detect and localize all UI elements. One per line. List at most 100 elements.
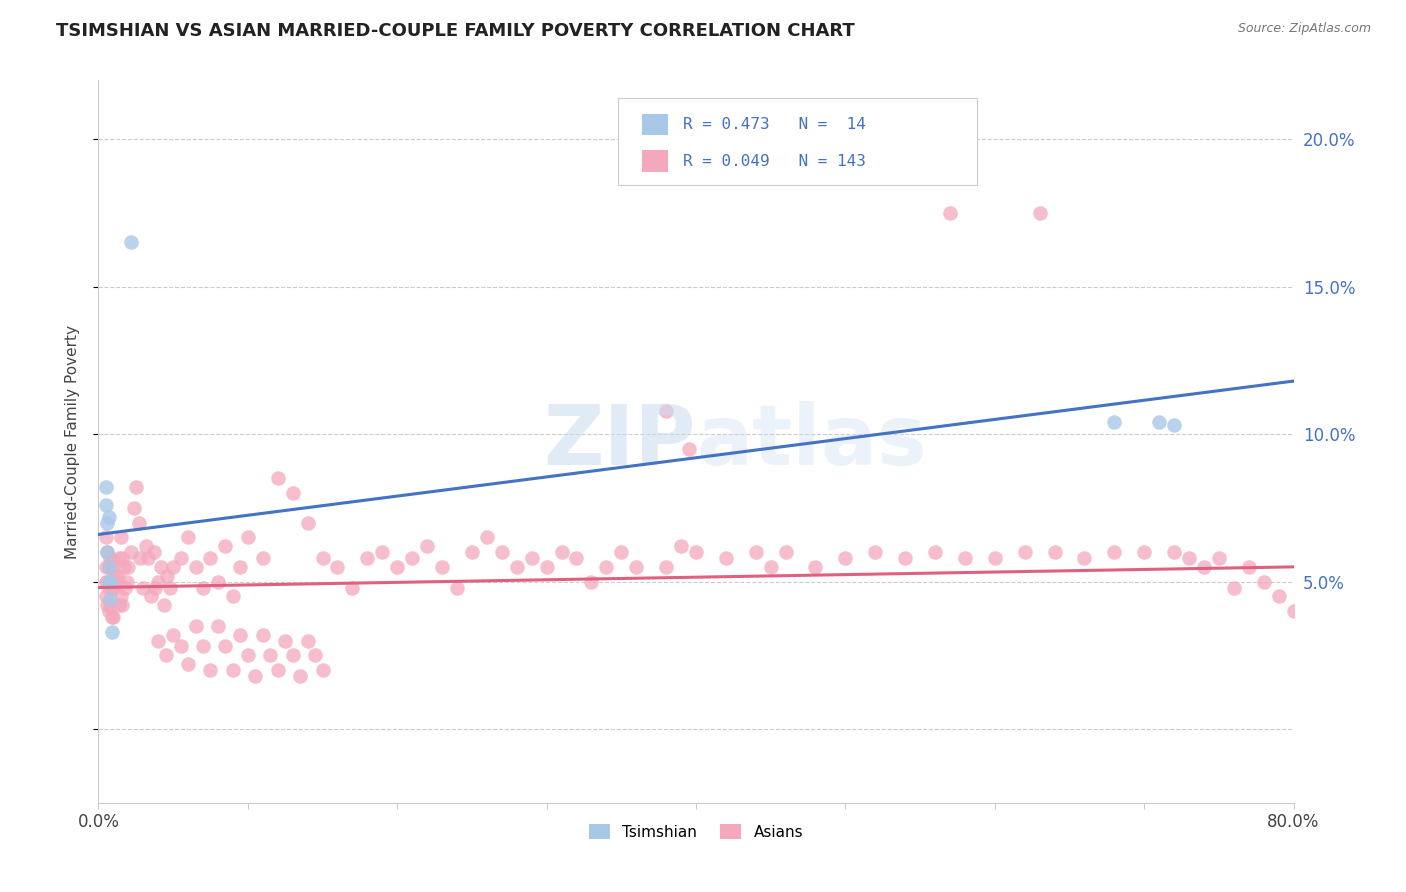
Bar [643,113,668,136]
Point [245,669,267,683]
Point [1073,551,1095,566]
Point [678,442,700,456]
Point [155,648,177,663]
Point [1028,206,1050,220]
Point [94,480,117,494]
Point [177,657,200,672]
Point [267,663,290,677]
Point [94,560,117,574]
Point [626,560,648,574]
Point [103,610,125,624]
Point [342,581,364,595]
Point [128,516,150,530]
Point [1267,590,1289,604]
Point [108,598,131,612]
Point [356,551,378,566]
Point [311,551,333,566]
Point [236,530,259,544]
FancyBboxPatch shape [619,98,977,185]
Point [103,560,125,574]
Point [97,581,120,595]
Point [97,574,120,589]
Point [184,619,207,633]
Point [107,568,129,582]
Point [148,633,170,648]
Point [491,545,513,559]
Point [200,551,222,566]
Point [252,628,274,642]
Point [281,648,304,663]
Point [506,560,529,574]
Point [550,545,572,559]
Point [191,640,214,654]
Point [1253,574,1275,589]
Point [135,539,157,553]
Point [159,581,181,595]
Point [416,539,439,553]
Point [94,530,117,544]
Point [150,560,173,574]
Point [1104,416,1126,430]
Point [581,574,603,589]
Point [865,545,887,559]
Point [108,551,131,566]
Point [110,590,132,604]
Point [222,663,245,677]
Point [142,545,165,559]
Point [595,560,617,574]
Point [252,551,274,566]
Point [1163,418,1185,433]
Point [98,551,122,566]
Point [96,545,118,559]
Point [136,551,159,566]
Point [104,568,127,582]
Point [143,581,166,595]
Point [259,648,281,663]
Point [371,545,394,559]
Point [297,633,319,648]
Point [97,604,120,618]
Point [924,545,946,559]
Point [1192,560,1215,574]
Point [274,633,297,648]
Point [129,551,152,566]
Point [94,574,117,589]
Point [112,560,135,574]
Point [162,560,184,574]
Point [117,560,139,574]
Point [520,551,543,566]
Point [714,551,737,566]
Y-axis label: Married-Couple Family Poverty: Married-Couple Family Poverty [65,325,80,558]
Point [311,663,333,677]
Point [132,581,155,595]
Point [96,598,118,612]
Point [267,471,290,485]
Text: atlas: atlas [696,401,927,482]
Point [105,574,128,589]
Point [156,568,179,582]
Point [191,581,214,595]
Point [834,551,856,566]
Point [894,551,917,566]
Point [214,539,236,553]
Point [1104,545,1126,559]
Point [297,516,319,530]
Point [1237,560,1260,574]
Text: Source: ZipAtlas.com: Source: ZipAtlas.com [1237,22,1371,36]
Point [655,560,678,574]
Point [115,574,138,589]
Point [446,581,468,595]
Point [214,640,236,654]
Point [1223,581,1246,595]
Point [385,560,409,574]
Point [1178,551,1201,566]
Point [111,598,134,612]
Point [745,545,768,559]
Point [475,530,498,544]
Point [94,590,117,604]
Point [98,574,122,589]
Point [610,545,633,559]
Point [536,560,558,574]
Point [1208,551,1230,566]
Text: ZIP: ZIP [544,401,696,482]
